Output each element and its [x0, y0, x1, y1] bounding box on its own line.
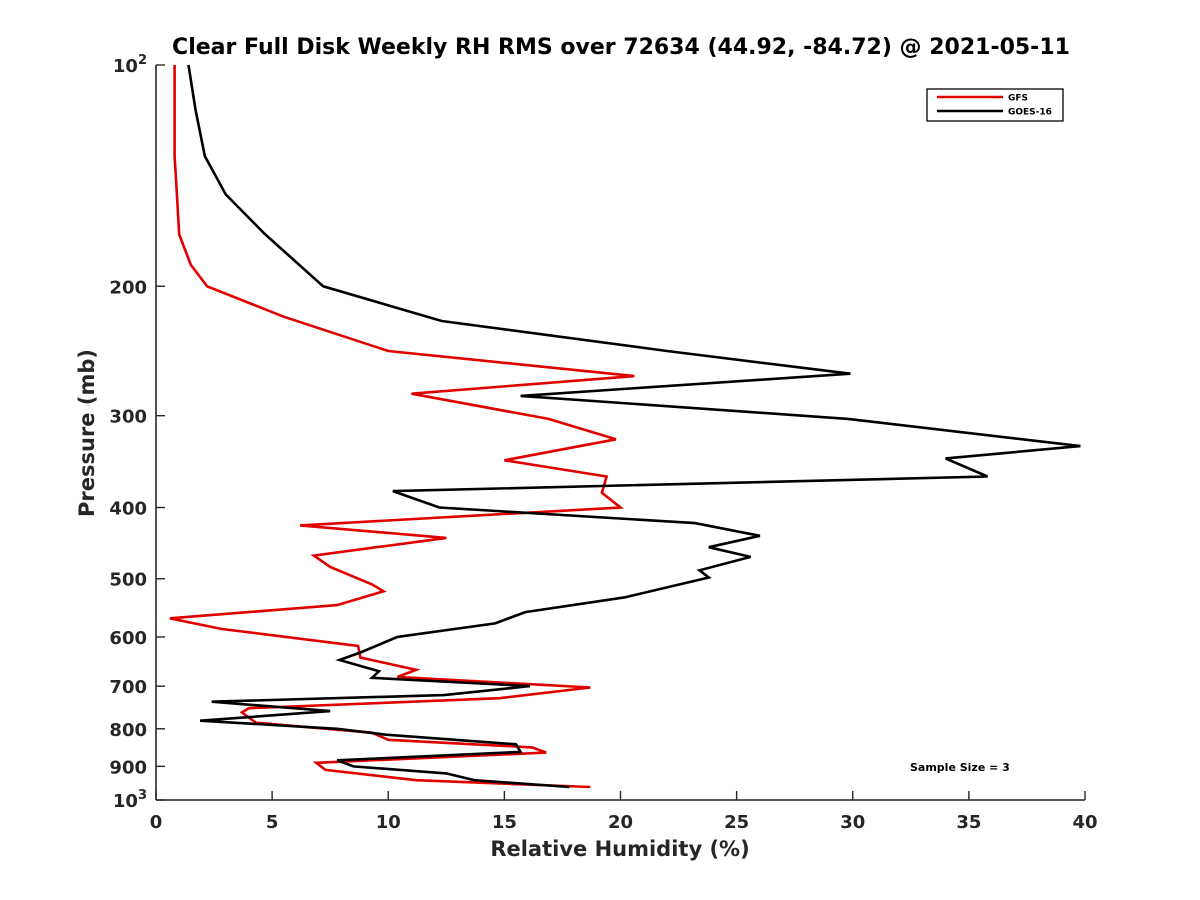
x-tick-label: 15: [492, 812, 517, 833]
x-tick-label: 10: [376, 812, 401, 833]
x-tick-label: 0: [150, 812, 163, 833]
y-tick-label: 103: [113, 788, 147, 812]
series-layer: [169, 64, 1081, 789]
sample-size-annotation: Sample Size = 3: [910, 761, 1010, 774]
legend-label-gfs: GFS: [1008, 94, 1028, 104]
y-tick-label: 102: [113, 53, 147, 77]
x-tick-label: 35: [956, 812, 981, 833]
x-ticks: 0 5 10 15 20 25 30 35 40: [150, 791, 1098, 833]
y-tick-label: 700: [109, 677, 147, 698]
y-tick-label: 300: [109, 407, 147, 428]
x-tick-label: 20: [608, 812, 633, 833]
x-tick-label: 5: [266, 812, 279, 833]
y-tick-label: 200: [109, 277, 147, 298]
y-tick-label: 800: [109, 720, 147, 741]
x-axis-label: Relative Humidity (%): [490, 837, 749, 861]
x-tick-label: 40: [1072, 812, 1097, 833]
y-tick-label: 500: [109, 570, 147, 591]
y-tick-label: 600: [109, 628, 147, 649]
chart-title: Clear Full Disk Weekly RH RMS over 72634…: [172, 35, 1070, 60]
x-tick-label: 25: [724, 812, 749, 833]
legend-label-goes16: GOES-16: [1008, 108, 1052, 118]
y-axis-label: Pressure (mb): [75, 349, 99, 517]
y-ticks: 102 200 300 400 500 600 700 800 900 103: [109, 53, 165, 812]
y-tick-label: 400: [109, 499, 147, 520]
y-tick-label: 900: [109, 757, 147, 778]
legend: GFS GOES-16: [926, 88, 1064, 122]
series-line-goes16: [187, 64, 1081, 789]
x-tick-label: 30: [840, 812, 865, 833]
legend-box: [926, 88, 1064, 122]
